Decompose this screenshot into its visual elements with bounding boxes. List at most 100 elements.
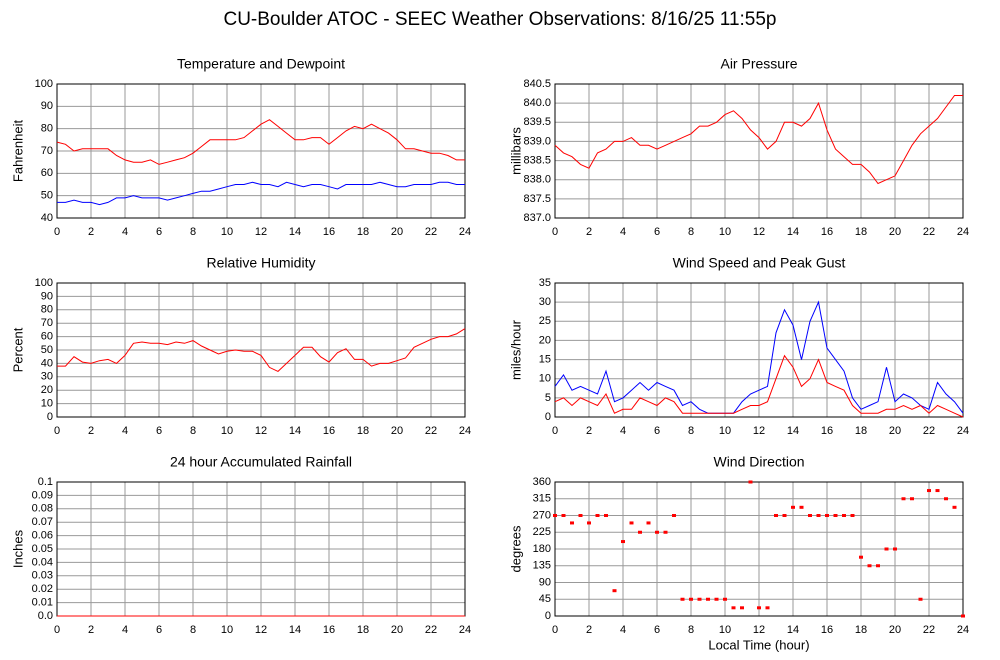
y-tick-label: 838.0 — [523, 174, 551, 186]
y-tick-label: 35 — [539, 277, 551, 289]
x-tick-label: 16 — [323, 425, 335, 437]
y-tick-label: 25 — [539, 315, 551, 327]
data-point — [918, 597, 923, 601]
x-tick-label: 16 — [323, 226, 335, 238]
x-tick-label: 4 — [620, 624, 626, 636]
data-point — [859, 555, 863, 559]
y-tick-label: 5 — [545, 392, 551, 404]
data-point — [825, 514, 829, 517]
y-tick-label: 20 — [539, 334, 551, 346]
x-tick-label: 0 — [552, 624, 558, 636]
data-point — [697, 597, 702, 601]
data-point — [791, 505, 795, 509]
y-tick-label: 70 — [41, 317, 53, 329]
x-tick-label: 2 — [88, 425, 94, 437]
data-point — [952, 505, 957, 509]
chart-title: Wind Speed and Peak Gust — [673, 255, 846, 271]
x-tick-label: 20 — [889, 624, 901, 636]
y-tick-label: 60 — [41, 167, 53, 179]
data-point — [782, 514, 787, 517]
y-tick-label: 0 — [47, 411, 53, 423]
y-tick-label: 225 — [533, 526, 551, 538]
x-tick-label: 2 — [88, 624, 94, 636]
x-tick-label: 0 — [54, 226, 60, 238]
x-tick-label: 0 — [54, 425, 60, 437]
x-tick-label: 10 — [221, 425, 233, 437]
data-point — [689, 597, 693, 601]
y-tick-label: 50 — [41, 344, 53, 356]
data-point — [570, 521, 574, 525]
x-tick-label: 14 — [787, 226, 799, 238]
y-tick-label: 20 — [41, 384, 53, 396]
y-tick-label: 45 — [539, 593, 551, 605]
y-tick-label: 837.5 — [523, 193, 551, 205]
x-tick-label: 18 — [855, 425, 867, 437]
x-tick-label: 20 — [391, 624, 403, 636]
data-point — [561, 514, 566, 517]
y-tick-label: 90 — [41, 290, 53, 302]
y-axis-label: Inches — [10, 529, 25, 568]
x-tick-label: 24 — [459, 624, 471, 636]
x-tick-label: 12 — [753, 425, 765, 437]
data-point — [587, 521, 591, 525]
data-point — [578, 514, 583, 517]
y-tick-label: 0.07 — [32, 516, 53, 528]
data-point — [927, 489, 931, 493]
x-tick-label: 16 — [821, 624, 833, 636]
x-tick-label: 14 — [787, 425, 799, 437]
x-tick-label: 22 — [425, 624, 437, 636]
y-tick-label: 80 — [41, 304, 53, 316]
x-tick-label: 0 — [54, 624, 60, 636]
x-tick-label: 20 — [391, 226, 403, 238]
chart-title: Temperature and Dewpoint — [177, 56, 345, 72]
data-point — [833, 514, 838, 517]
x-tick-label: 6 — [654, 624, 660, 636]
data-point — [672, 514, 676, 517]
y-tick-label: 80 — [41, 123, 53, 135]
page-title: CU-Boulder ATOC - SEEC Weather Observati… — [223, 9, 776, 30]
x-tick-label: 12 — [753, 624, 765, 636]
data-point — [604, 514, 608, 517]
x-tick-label: 10 — [719, 624, 731, 636]
x-tick-label: 8 — [688, 425, 694, 437]
x-tick-label: 4 — [620, 226, 626, 238]
y-tick-label: 40 — [41, 212, 53, 224]
x-tick-label: 18 — [855, 624, 867, 636]
chart-title: Wind Direction — [713, 454, 804, 470]
y-tick-label: 0.08 — [32, 503, 53, 515]
chart-title: 24 hour Accumulated Rainfall — [170, 454, 352, 470]
plot-frame — [554, 83, 964, 219]
y-tick-label: 180 — [533, 543, 551, 555]
x-tick-label: 2 — [88, 226, 94, 238]
data-point — [655, 530, 659, 534]
y-tick-label: 838.5 — [523, 154, 551, 166]
y-tick-label: 315 — [533, 493, 551, 505]
x-tick-label: 6 — [156, 226, 162, 238]
data-line — [554, 354, 964, 418]
data-point — [757, 606, 761, 610]
data-point — [629, 521, 634, 525]
data-point — [944, 497, 948, 501]
x-tick-label: 8 — [190, 425, 196, 437]
y-tick-label: 60 — [41, 331, 53, 343]
y-tick-label: 100 — [35, 78, 53, 90]
x-tick-label: 8 — [688, 226, 694, 238]
x-tick-label: 4 — [122, 226, 128, 238]
data-line — [57, 181, 465, 206]
y-tick-label: 50 — [41, 190, 53, 202]
data-point — [816, 514, 821, 517]
data-point — [876, 564, 880, 568]
y-axis-label: Fahrenheit — [10, 120, 25, 183]
x-tick-label: 22 — [923, 624, 935, 636]
x-tick-label: 8 — [190, 624, 196, 636]
x-tick-label: 22 — [923, 425, 935, 437]
data-point — [680, 597, 685, 601]
data-point — [714, 597, 719, 601]
x-tick-label: 4 — [122, 425, 128, 437]
y-tick-label: 360 — [533, 476, 551, 488]
x-tick-label: 18 — [357, 226, 369, 238]
y-tick-label: 10 — [41, 398, 53, 410]
y-axis-label: Percent — [10, 327, 25, 372]
data-point — [731, 606, 736, 610]
x-tick-label: 18 — [357, 624, 369, 636]
